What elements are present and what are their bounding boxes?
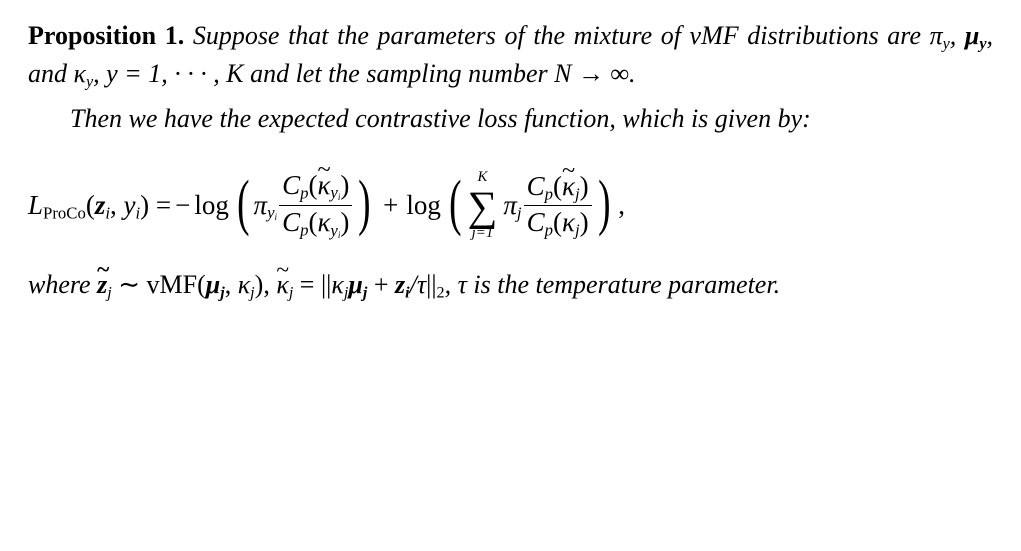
vmf-comma: ,	[225, 270, 238, 299]
norm-open: ||	[321, 270, 331, 299]
sym-pi-y: πy	[930, 21, 950, 50]
lhs-subscript: ProCo	[43, 203, 86, 222]
plus-sign: +	[383, 186, 398, 224]
norm-sub-2: 2	[437, 285, 445, 302]
sum-glyph: ∑	[468, 187, 498, 229]
pi-j: πj	[503, 186, 521, 225]
frac2-num: Cp(κj)	[524, 172, 592, 205]
sep-comma-1: ,	[950, 21, 965, 50]
term2-content: K ∑ j=1 πj Cp(κj) Cp(κj)	[466, 170, 594, 242]
lparen-1: (	[237, 182, 249, 225]
proposition-label: Proposition 1.	[28, 21, 184, 50]
kappa-j-2: κj	[238, 270, 255, 299]
pi-yi: πyi	[254, 186, 278, 225]
over-tau: /τ	[410, 270, 427, 299]
term2-paren: ( K ∑ j=1 πj Cp(κj) Cp(κj) )	[445, 170, 614, 242]
lparen-2: (	[449, 182, 461, 225]
norm-close: ||	[426, 270, 436, 299]
args-close-eq: ) =	[140, 190, 171, 220]
frac1-den: Cp(κyi)	[279, 205, 352, 240]
log-1: log	[194, 186, 229, 224]
proposition-paragraph-2: Then we have the expected contrastive lo…	[28, 101, 993, 138]
prop-text-1d: .	[629, 59, 636, 88]
kappa-tilde-j-def: κj	[276, 270, 293, 299]
where-word: where	[28, 270, 97, 299]
plus-2: +	[367, 270, 395, 299]
log-2: log	[406, 186, 441, 224]
eq-sign: =	[293, 270, 321, 299]
minus-sign: −	[175, 186, 190, 224]
where-clause: where zj ∼ vMF(μj, κj), κj = ||κjμj + zi…	[28, 267, 993, 305]
proposition-block: Proposition 1. Suppose that the paramete…	[0, 0, 1021, 326]
sym-y-range: , y = 1, · · · , K	[93, 59, 243, 88]
kappa-yi: κ	[317, 207, 330, 237]
cal-L: L	[28, 190, 43, 220]
term1-paren: ( πyi Cp(κyi) Cp(κyi) )	[233, 171, 375, 241]
args-open: (	[86, 190, 95, 220]
sum-upper: K	[478, 170, 488, 185]
vmf-name: vMF	[146, 270, 197, 299]
term1-content: πyi Cp(κyi) Cp(κyi)	[254, 171, 355, 241]
prop-text-1c: and let the sampling number	[244, 59, 555, 88]
zj-tilde: zj	[97, 270, 112, 299]
sym-kappa-y: κy	[74, 59, 94, 88]
vmf-close: ),	[255, 270, 277, 299]
rparen-1: )	[359, 182, 371, 225]
sym-mu-y: μy	[965, 21, 987, 50]
lhs: LProCo(zi, yi) =	[28, 186, 171, 225]
sum-operator: K ∑ j=1	[468, 170, 498, 242]
frac-1: Cp(κyi) Cp(κyi)	[279, 171, 352, 241]
frac2-den: Cp(κj)	[524, 205, 592, 239]
frac1-num: Cp(κyi)	[279, 171, 352, 205]
sim-sign: ∼	[112, 270, 147, 299]
loss-formula: LProCo(zi, yi) = − log ( πyi Cp(κyi) Cp(…	[28, 170, 993, 242]
muj-term: μj	[348, 270, 367, 299]
kappa-j: κ	[562, 207, 575, 237]
prop-text-1a: Suppose that the parameters of the mixtu…	[193, 21, 930, 50]
formula-trailing-comma: ,	[618, 186, 625, 224]
arg-z: z	[95, 190, 106, 220]
arg-y: y	[123, 190, 135, 220]
kappa-tilde-j: κ	[562, 172, 575, 200]
frac-2: Cp(κj) Cp(κj)	[524, 172, 592, 239]
rparen-2: )	[598, 182, 610, 225]
kj-term: κj	[331, 270, 348, 299]
zi-term: zi	[395, 270, 410, 299]
vmf-open: (	[197, 270, 206, 299]
proposition-paragraph-1: Proposition 1. Suppose that the paramete…	[28, 18, 993, 95]
kappa-tilde-yi: κ	[317, 171, 330, 199]
prop-text-2: Then we have the expected contrastive lo…	[70, 104, 811, 133]
tau-desc: , τ is the temperature parameter.	[445, 270, 780, 299]
mu-j: μj	[206, 270, 225, 299]
sym-N-limit: N → ∞	[554, 59, 629, 88]
args-comma: ,	[110, 190, 124, 220]
